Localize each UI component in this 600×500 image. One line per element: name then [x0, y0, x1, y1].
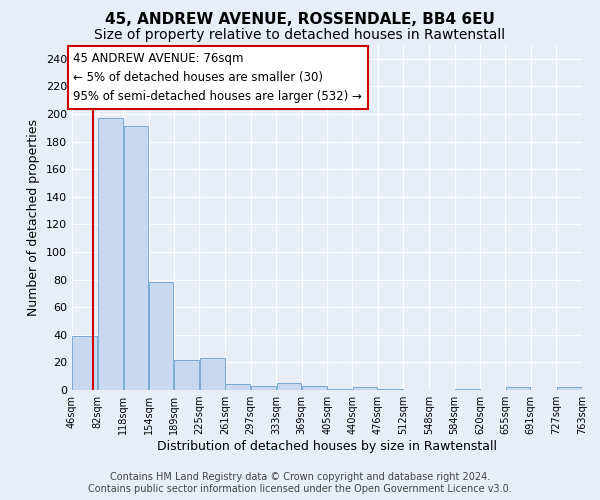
Bar [73, 336, 97, 390]
Bar [251, 386, 276, 390]
Bar [149, 282, 173, 390]
Text: Size of property relative to detached houses in Rawtenstall: Size of property relative to detached ho… [94, 28, 506, 42]
Bar [328, 388, 352, 390]
Text: 45, ANDREW AVENUE, ROSSENDALE, BB4 6EU: 45, ANDREW AVENUE, ROSSENDALE, BB4 6EU [105, 12, 495, 28]
Bar [124, 126, 148, 390]
Text: 45 ANDREW AVENUE: 76sqm
← 5% of detached houses are smaller (30)
95% of semi-det: 45 ANDREW AVENUE: 76sqm ← 5% of detached… [73, 52, 362, 103]
Bar [455, 388, 480, 390]
Bar [174, 360, 199, 390]
Bar [277, 383, 301, 390]
X-axis label: Distribution of detached houses by size in Rawtenstall: Distribution of detached houses by size … [157, 440, 497, 453]
Bar [200, 358, 224, 390]
Bar [506, 387, 530, 390]
Bar [557, 387, 581, 390]
Bar [302, 386, 327, 390]
Bar [98, 118, 123, 390]
Bar [353, 387, 377, 390]
Y-axis label: Number of detached properties: Number of detached properties [28, 119, 40, 316]
Text: Contains HM Land Registry data © Crown copyright and database right 2024.
Contai: Contains HM Land Registry data © Crown c… [88, 472, 512, 494]
Bar [226, 384, 250, 390]
Bar [378, 388, 403, 390]
